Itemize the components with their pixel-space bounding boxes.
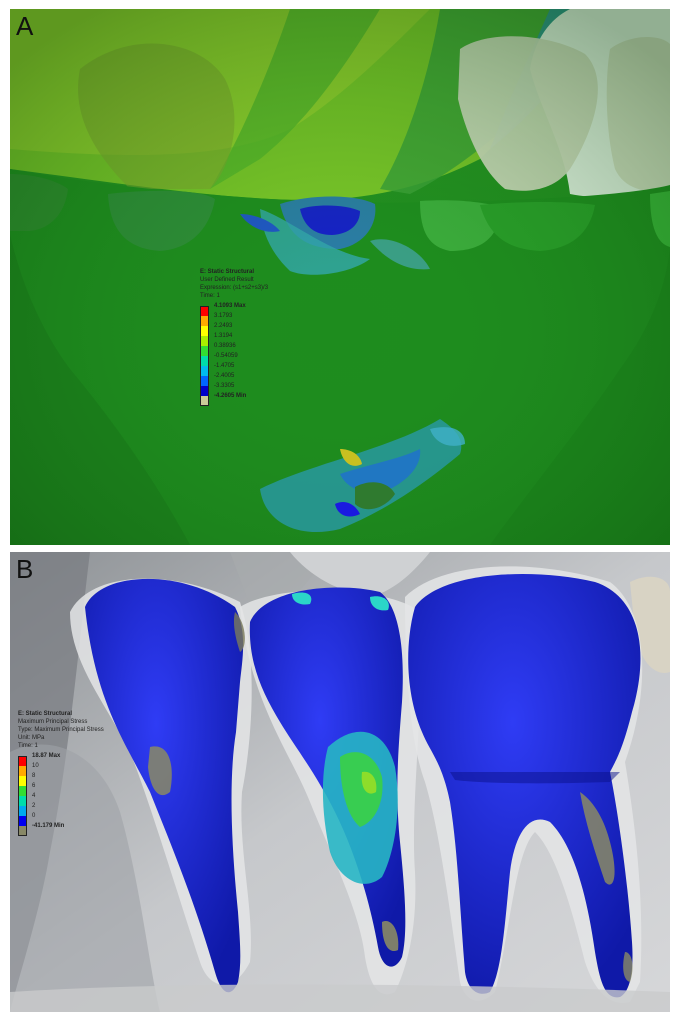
panel-a-legend-scale: 4.1093 Max 3.1793 2.2493 1.3194 0.38936 -0.54… (200, 303, 268, 406)
legend-tick-label: 10 (32, 763, 39, 769)
legend-time: Time: 1 (200, 293, 220, 299)
legend-swatch (200, 336, 209, 346)
legend-band: -4.2605 Min (200, 393, 268, 406)
legend-subtitle: User Defined Result (200, 277, 254, 283)
legend-title: E: Static Structural (200, 269, 255, 275)
legend-expression: Expression: (s1+s2+s3)/3 (200, 285, 269, 291)
legend-band: 4 (18, 793, 104, 806)
legend-time: Time: 1 (18, 743, 38, 749)
legend-swatch (18, 806, 27, 816)
legend-tick-label: -2.4005 (214, 373, 235, 379)
legend-band: 3.1793 (200, 313, 268, 326)
legend-swatch (18, 816, 27, 826)
legend-swatch (18, 766, 27, 776)
legend-tick-label: -41.179 Min (32, 823, 65, 829)
legend-tick-label: 18.87 Max (32, 753, 61, 759)
panel-b-legend-header: E: Static Structural Maximum Principal S… (18, 710, 104, 750)
panel-a-legend: E: Static Structural User Defined Result… (200, 268, 268, 406)
legend-band: -3.3305 (200, 383, 268, 396)
legend-tick-label: 2.2493 (214, 323, 233, 329)
legend-swatch (200, 376, 209, 386)
legend-swatch (18, 826, 27, 836)
legend-band: 10 (18, 763, 104, 776)
legend-band: 6 (18, 783, 104, 796)
legend-tick-label: 4.1093 Max (214, 303, 246, 309)
legend-tick-label: -4.2605 Min (214, 393, 247, 399)
legend-band: 18.87 Max (18, 753, 104, 766)
legend-swatch (200, 306, 209, 316)
legend-band: 0.38936 (200, 343, 268, 356)
legend-swatch (200, 356, 209, 366)
legend-title: E: Static Structural (18, 711, 73, 717)
legend-tick-label: 0.38936 (214, 343, 236, 349)
legend-band: 4.1093 Max (200, 303, 268, 316)
legend-tick-label: 3.1793 (214, 313, 233, 319)
legend-tick-label: 1.3194 (214, 333, 233, 339)
legend-swatch (200, 386, 209, 396)
legend-band: -41.179 Min (18, 823, 104, 836)
legend-band: 8 (18, 773, 104, 786)
legend-band: -0.54059 (200, 353, 268, 366)
legend-tick-label: 6 (32, 783, 36, 789)
legend-swatch (200, 346, 209, 356)
legend-swatch (200, 326, 209, 336)
legend-tick-label: -1.4705 (214, 363, 235, 369)
legend-tick-label: 4 (32, 793, 36, 799)
panel-a-render (10, 9, 670, 545)
legend-swatch (18, 756, 27, 766)
legend-band: -2.4005 (200, 373, 268, 386)
panel-b-legend-scale: 18.87 Max 10 8 6 4 2 0 -41.179 Min (18, 753, 104, 836)
panel-b-legend: E: Static Structural Maximum Principal S… (18, 710, 104, 836)
legend-swatch (200, 316, 209, 326)
panel-b-label: B (16, 554, 34, 584)
legend-subtitle: Maximum Principal Stress (18, 719, 88, 725)
legend-swatch (18, 776, 27, 786)
legend-tick-label: 8 (32, 773, 36, 779)
panel-a-legend-header: E: Static Structural User Defined Result… (200, 268, 268, 300)
legend-swatch (18, 786, 27, 796)
legend-swatch (200, 396, 209, 406)
legend-band: 2 (18, 803, 104, 816)
panel-b-fea-principal-stress: B E: Static Structural Maximum Principal… (10, 552, 670, 1012)
panel-a-fea-volumetric-stress: A E: Static Structural User Defined Resu… (10, 9, 670, 545)
legend-band: 2.2493 (200, 323, 268, 336)
legend-band: 1.3194 (200, 333, 268, 346)
legend-band: 0 (18, 813, 104, 826)
panel-b-render (10, 552, 670, 1012)
legend-swatch (18, 796, 27, 806)
legend-type: Type: Maximum Principal Stress (18, 727, 104, 733)
legend-tick-label: -0.54059 (214, 353, 238, 359)
legend-tick-label: 0 (32, 813, 36, 819)
legend-band: -1.4705 (200, 363, 268, 376)
legend-unit: Unit: MPa (18, 735, 45, 741)
legend-tick-label: 2 (32, 803, 36, 809)
legend-swatch (200, 366, 209, 376)
panel-a-label: A (16, 11, 34, 41)
legend-tick-label: -3.3305 (214, 383, 235, 389)
